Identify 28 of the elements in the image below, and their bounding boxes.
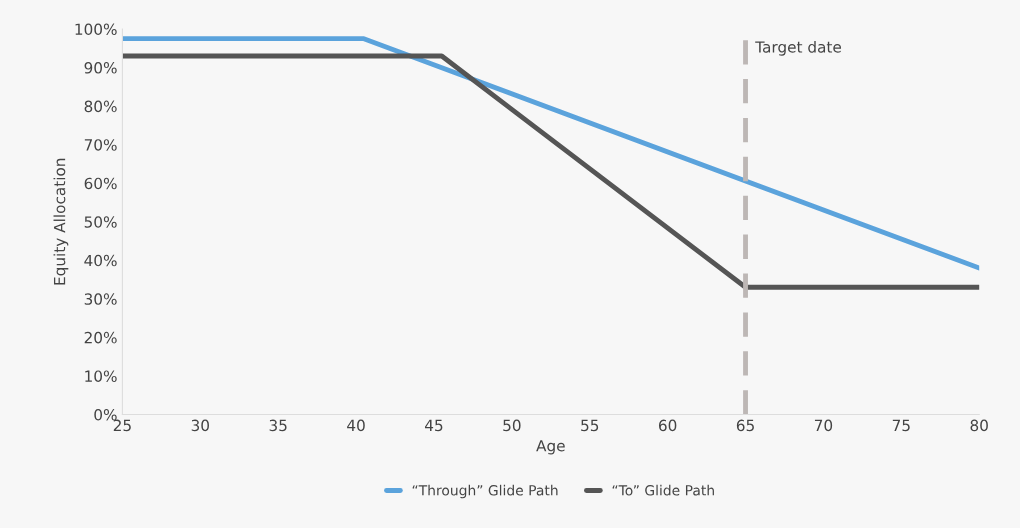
x-tick-label: 45: [424, 419, 443, 432]
x-tick-label: 55: [581, 419, 599, 432]
y-tick-label: 70%: [84, 139, 117, 151]
x-tick-label: 50: [503, 419, 521, 432]
y-tick-label: 50%: [84, 216, 117, 228]
x-tick-label: 25: [113, 419, 131, 432]
x-tick-label: 70: [814, 419, 833, 432]
y-tick-label: 90%: [84, 62, 117, 74]
x-tick-label: 40: [347, 419, 365, 432]
legend-label: “Through” Glide Path: [412, 484, 558, 499]
y-tick-label: 10%: [85, 370, 117, 382]
y-tick-label: 40%: [84, 254, 117, 267]
y-axis-title: Equity Allocation: [53, 158, 69, 285]
x-tick-label: 75: [892, 419, 910, 432]
x-tick-label: 35: [269, 419, 287, 432]
y-tick-label: 0%: [94, 408, 117, 421]
x-axis-title: Age: [536, 440, 565, 455]
y-tick-label: 60%: [84, 177, 117, 190]
y-tick-label: 20%: [84, 331, 117, 344]
legend-label: “To” Glide Path: [612, 484, 714, 496]
x-tick-label: 60: [658, 419, 677, 432]
ref-line-label: Target date: [755, 40, 842, 56]
x-tick-label: 80: [970, 419, 988, 432]
x-tick-label: 30: [191, 419, 209, 432]
y-tick-label: 30%: [84, 293, 117, 305]
y-tick-label: 80%: [84, 100, 117, 113]
y-tick-label: 100%: [75, 23, 117, 36]
x-tick-label: 65: [736, 419, 754, 432]
